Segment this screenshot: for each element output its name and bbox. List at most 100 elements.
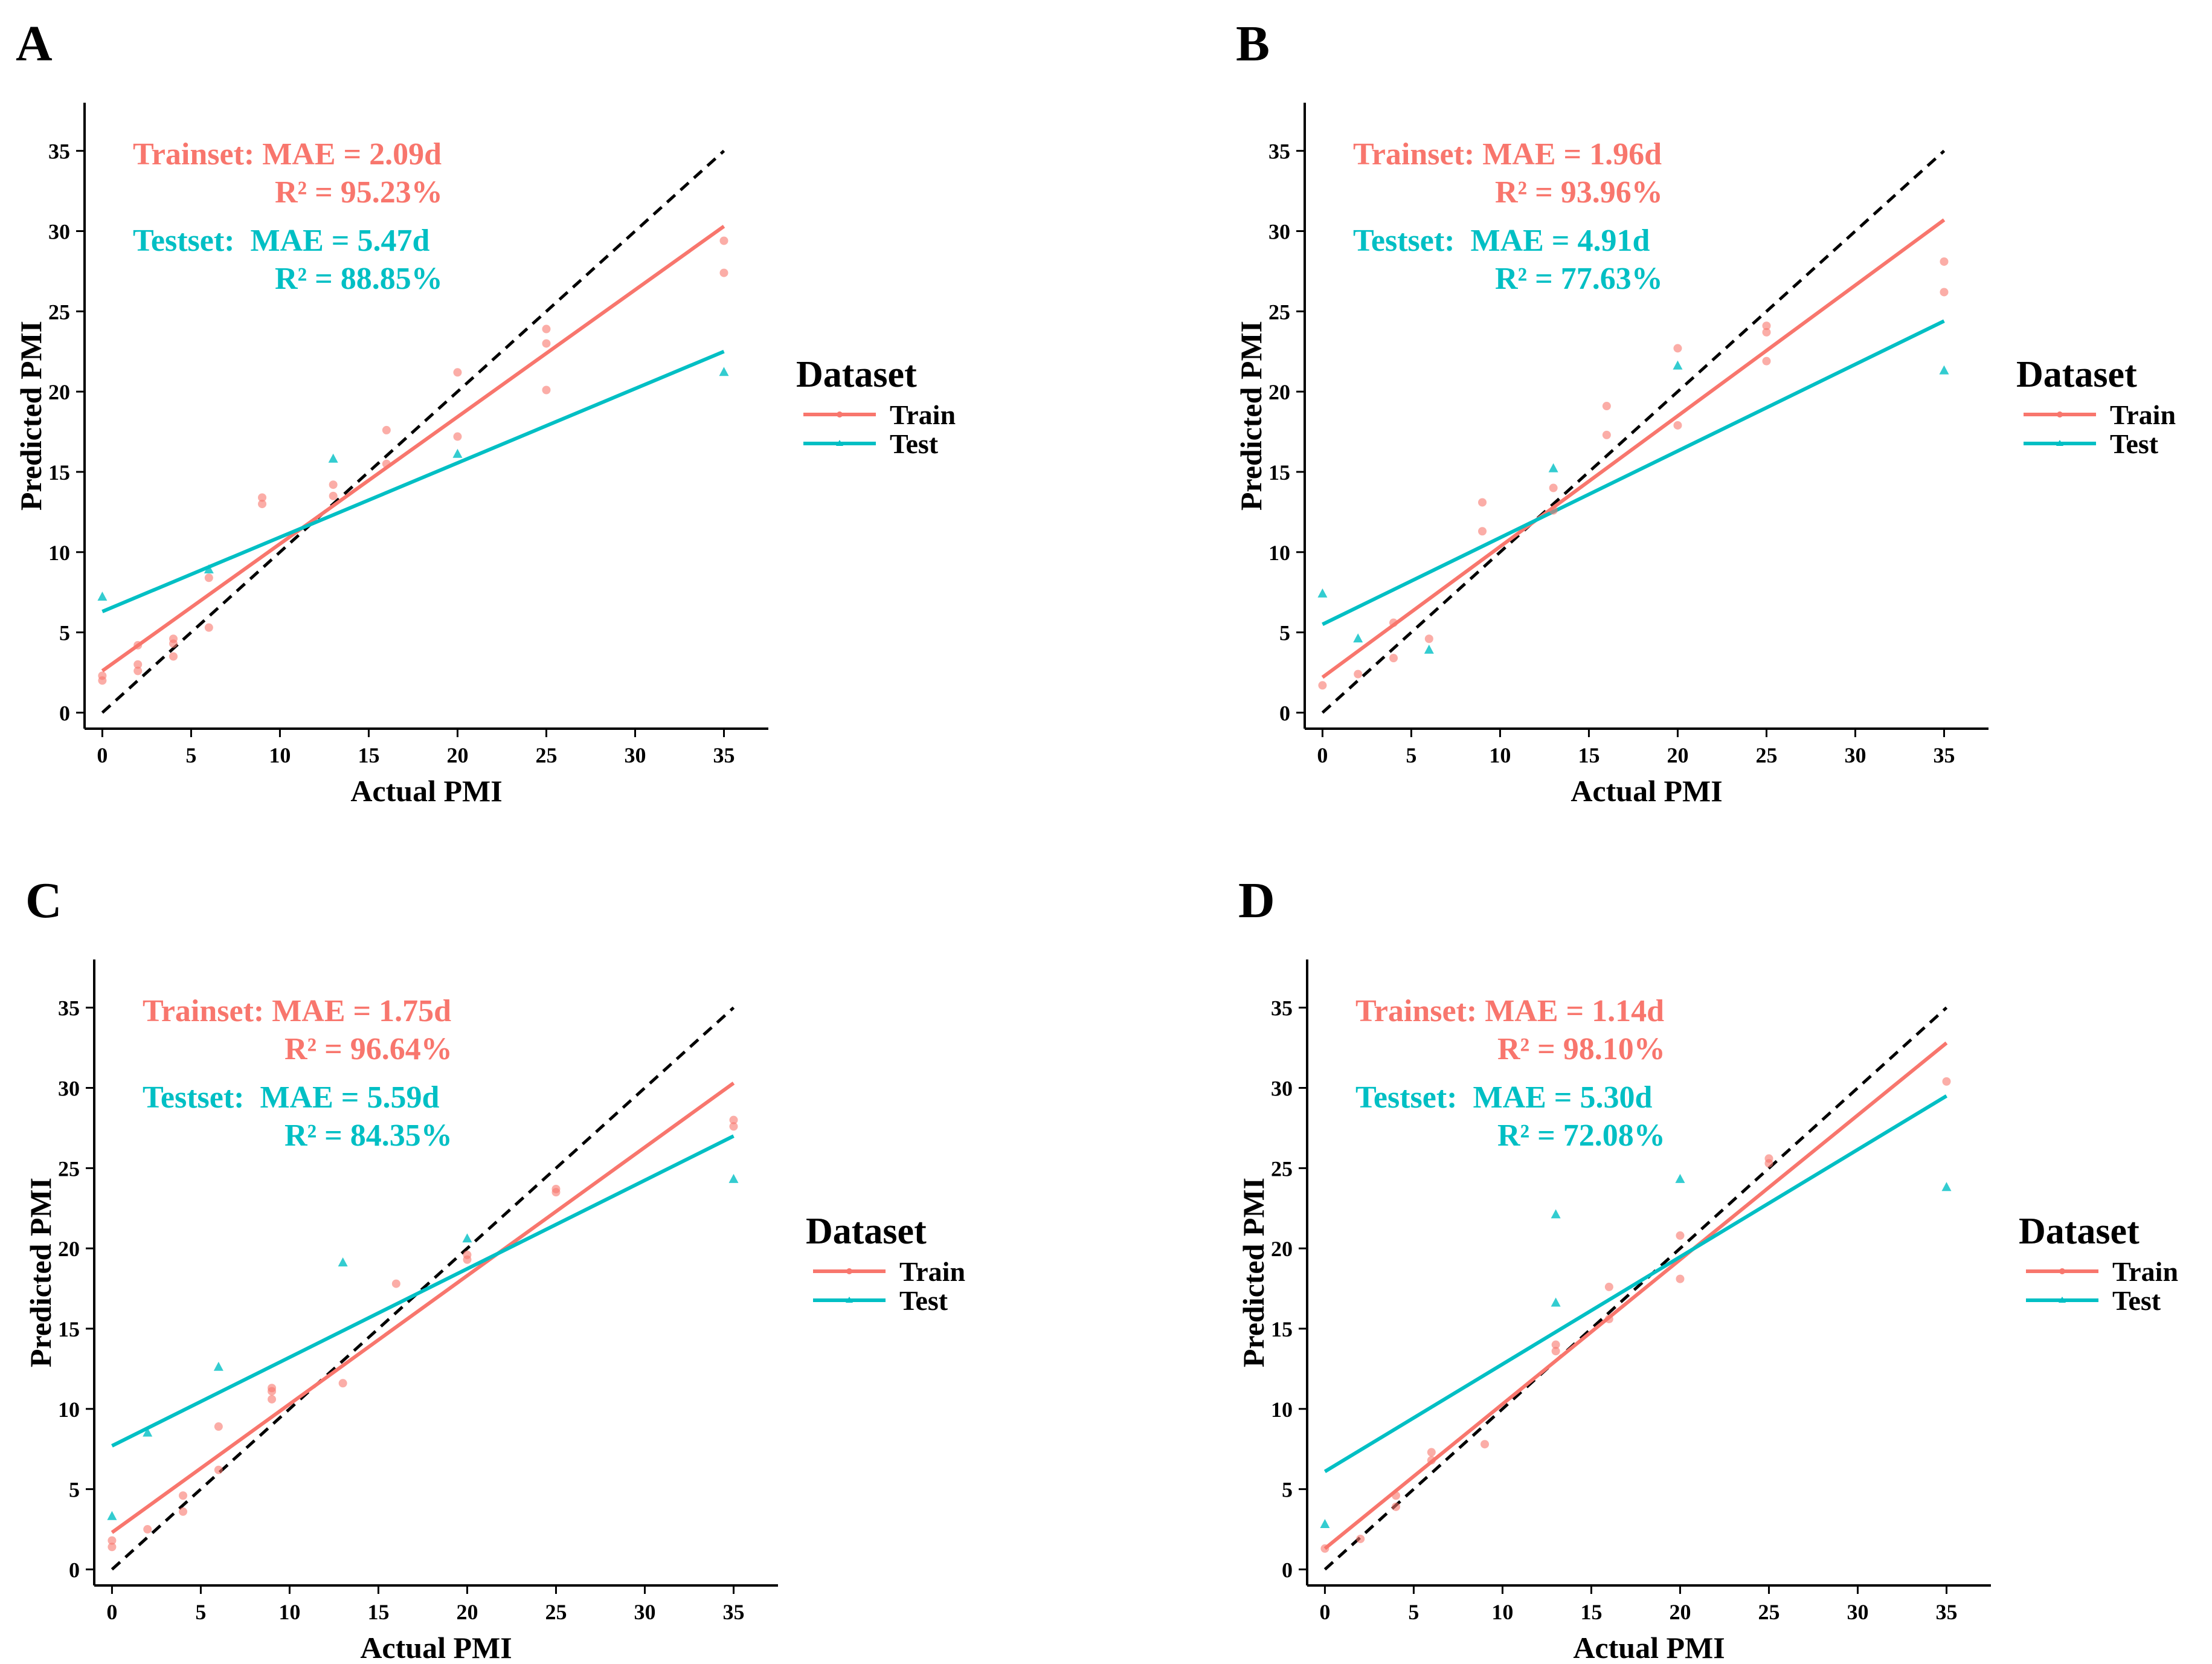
train-point bbox=[268, 1395, 277, 1404]
y-tick-label: 35 bbox=[48, 140, 70, 164]
train-point bbox=[1478, 498, 1487, 507]
train-r2-text: R² = 93.96% bbox=[1495, 175, 1663, 210]
legend-title: Dataset bbox=[2016, 354, 2137, 395]
x-axis-title: Actual PMI bbox=[350, 774, 502, 808]
y-tick-label: 35 bbox=[1271, 996, 1293, 1021]
test-point bbox=[462, 1233, 472, 1243]
y-tick-label: 15 bbox=[48, 460, 70, 485]
train-r2-text: R² = 96.64% bbox=[285, 1032, 452, 1066]
train-point bbox=[1602, 430, 1611, 439]
x-tick-label: 15 bbox=[1580, 1600, 1602, 1624]
test-point bbox=[338, 1257, 348, 1267]
x-tick-label: 10 bbox=[1491, 1600, 1513, 1624]
y-tick-label: 15 bbox=[1271, 1317, 1293, 1341]
train-point bbox=[729, 1115, 738, 1124]
train-point bbox=[179, 1491, 188, 1500]
x-tick-label: 30 bbox=[624, 743, 646, 767]
train-point bbox=[169, 652, 178, 661]
test-point bbox=[1320, 1519, 1330, 1529]
train-point bbox=[1389, 618, 1398, 627]
legend-train-marker bbox=[2057, 411, 2063, 418]
y-tick-label: 35 bbox=[58, 996, 80, 1021]
test-point bbox=[1551, 1297, 1561, 1307]
train-point bbox=[1392, 1502, 1401, 1511]
identity-line bbox=[1323, 1006, 1948, 1571]
x-tick-label: 0 bbox=[1317, 743, 1328, 767]
legend-title: Dataset bbox=[2019, 1211, 2140, 1252]
train-point bbox=[1549, 483, 1558, 492]
test-r2-text: R² = 77.63% bbox=[1495, 262, 1663, 296]
train-point bbox=[542, 385, 551, 395]
legend-train-marker bbox=[846, 1268, 852, 1274]
train-point bbox=[1427, 1456, 1436, 1465]
train-fit-line bbox=[1323, 1041, 1948, 1550]
train-point bbox=[1356, 1534, 1365, 1543]
train-point bbox=[1673, 344, 1682, 353]
y-tick-label: 20 bbox=[58, 1237, 80, 1261]
y-tick-label: 10 bbox=[48, 541, 70, 565]
legend-test-marker bbox=[2059, 1297, 2066, 1303]
legend-test-label: Test bbox=[890, 428, 939, 459]
x-tick-label: 5 bbox=[1406, 743, 1416, 767]
legend-test-marker bbox=[836, 440, 843, 446]
train-point bbox=[1549, 506, 1558, 515]
x-tick-label: 20 bbox=[456, 1600, 478, 1624]
train-point bbox=[214, 1422, 223, 1431]
panel-a: A 0 5 10 15 20 25 30 35 0 5 10 15 20 25 30 35 Actual PMI P… bbox=[14, 16, 956, 808]
x-tick-label: 5 bbox=[195, 1600, 206, 1624]
legend-train-label: Train bbox=[890, 399, 956, 430]
legend-test-label: Test bbox=[899, 1285, 948, 1316]
test-point bbox=[1941, 1182, 1952, 1192]
x-tick-label: 5 bbox=[185, 743, 196, 767]
x-tick-label: 20 bbox=[446, 743, 468, 767]
train-point bbox=[1551, 1340, 1560, 1349]
train-point bbox=[169, 634, 178, 643]
test-mae-text: Testset: MAE = 5.30d bbox=[1355, 1080, 1652, 1115]
y-tick-label: 20 bbox=[1271, 1237, 1293, 1261]
panel-c: C 0 5 10 15 20 25 30 35 0 5 10 15 20 25 30 35 Actual PMI P… bbox=[24, 872, 965, 1664]
y-tick-label: 25 bbox=[58, 1156, 80, 1181]
train-point bbox=[719, 236, 728, 245]
train-point bbox=[391, 1279, 400, 1288]
y-tick-label: 10 bbox=[58, 1398, 80, 1422]
train-point bbox=[1676, 1231, 1685, 1240]
panel-label: A bbox=[16, 16, 53, 72]
y-axis-title: Predicted PMI bbox=[14, 321, 48, 511]
x-tick-label: 10 bbox=[1489, 743, 1511, 767]
x-tick-label: 5 bbox=[1408, 1600, 1419, 1624]
y-tick-label: 30 bbox=[1268, 220, 1290, 244]
train-fit-line bbox=[111, 1082, 735, 1534]
x-tick-label: 25 bbox=[535, 743, 557, 767]
x-tick-label: 30 bbox=[1844, 743, 1866, 767]
legend-title: Dataset bbox=[796, 354, 917, 395]
x-tick-label: 30 bbox=[1847, 1600, 1868, 1624]
test-point bbox=[213, 1361, 223, 1371]
y-tick-label: 25 bbox=[1268, 300, 1290, 324]
y-tick-label: 5 bbox=[59, 621, 70, 645]
train-point bbox=[1940, 257, 1949, 266]
train-point bbox=[268, 1384, 277, 1393]
train-point bbox=[1604, 1282, 1613, 1291]
y-axis-title: Predicted PMI bbox=[1236, 1178, 1270, 1367]
y-tick-label: 15 bbox=[1268, 460, 1290, 485]
train-r2-text: R² = 98.10% bbox=[1497, 1032, 1665, 1066]
x-tick-label: 20 bbox=[1667, 743, 1688, 767]
train-point bbox=[1942, 1077, 1951, 1086]
y-tick-label: 0 bbox=[59, 701, 70, 725]
panel-label: D bbox=[1238, 872, 1275, 929]
legend-title: Dataset bbox=[806, 1211, 927, 1252]
train-point bbox=[1602, 402, 1611, 411]
test-mae-text: Testset: MAE = 4.91d bbox=[1353, 224, 1650, 258]
train-point bbox=[1940, 288, 1949, 297]
y-tick-label: 30 bbox=[48, 220, 70, 244]
train-point bbox=[463, 1250, 472, 1259]
train-point bbox=[1392, 1491, 1401, 1500]
test-point bbox=[204, 564, 214, 574]
train-point bbox=[382, 459, 391, 468]
identity-line bbox=[1321, 149, 1946, 714]
y-tick-label: 25 bbox=[1271, 1156, 1293, 1181]
panel-b: B 0 5 10 15 20 25 30 35 0 5 10 15 20 25 30 35 Actual PMI P… bbox=[1234, 16, 2176, 808]
test-point bbox=[1424, 644, 1434, 654]
